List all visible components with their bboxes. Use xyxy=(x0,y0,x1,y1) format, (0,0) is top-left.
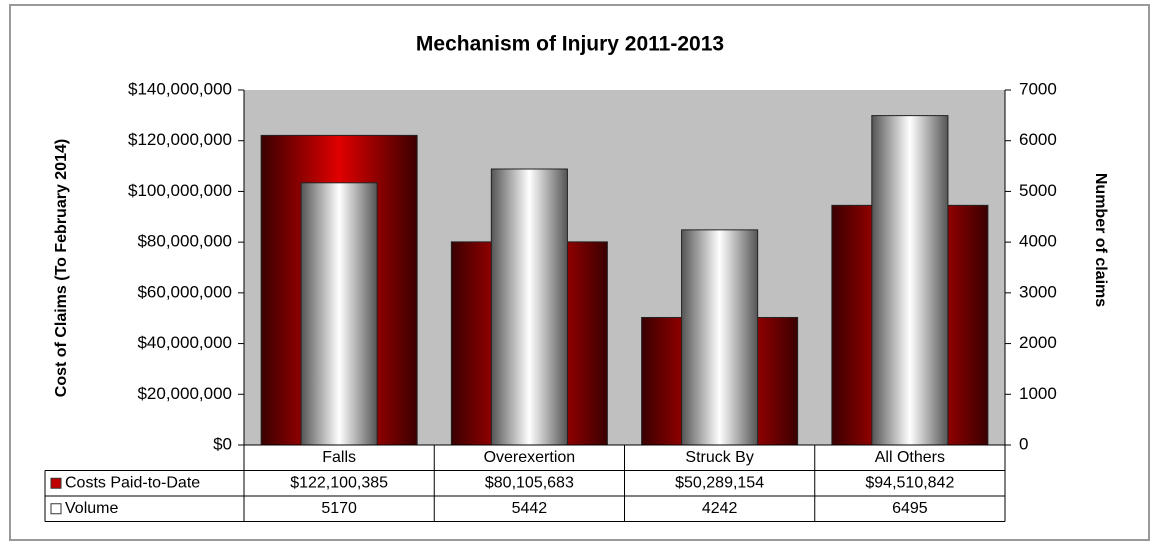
table-value: 5442 xyxy=(512,500,548,517)
y-axis-title: Cost of Claims (To February 2014) xyxy=(53,139,70,397)
y2-tick-label: 5000 xyxy=(1019,181,1057,200)
volume-bar xyxy=(681,229,759,446)
legend-label: Volume xyxy=(65,500,118,517)
y-tick-label: $120,000,000 xyxy=(128,130,232,149)
x-tick-label: All Others xyxy=(875,449,945,466)
y-tick-label: $20,000,000 xyxy=(137,384,232,403)
y-tick-label: $80,000,000 xyxy=(137,232,232,251)
y2-tick-label: 4000 xyxy=(1019,232,1057,251)
volume-bar xyxy=(871,115,949,446)
legend-key xyxy=(50,503,62,515)
table-value: 6495 xyxy=(892,500,928,517)
y-tick-label: $100,000,000 xyxy=(128,181,232,200)
y2-tick-label: 3000 xyxy=(1019,282,1057,301)
chart-title: Mechanism of Injury 2011-2013 xyxy=(416,33,724,56)
legend-label: Costs Paid-to-Date xyxy=(65,474,200,491)
table-value: $50,289,154 xyxy=(675,474,764,491)
table-value: 4242 xyxy=(702,500,738,517)
legend-key xyxy=(50,477,62,489)
table-value: $94,510,842 xyxy=(865,474,954,491)
y-tick-label: $40,000,000 xyxy=(137,333,232,352)
table-value: $122,100,385 xyxy=(290,474,388,491)
volume-bar xyxy=(300,182,378,446)
volume-bar xyxy=(490,168,568,446)
y2-axis-title: Number of claims xyxy=(1092,173,1109,307)
x-tick-label: Falls xyxy=(322,449,356,466)
x-tick-label: Struck By xyxy=(685,449,753,466)
y2-tick-label: 7000 xyxy=(1019,79,1057,98)
y-tick-label: $140,000,000 xyxy=(128,79,232,98)
x-tick-label: Overexertion xyxy=(484,449,576,466)
y-tick-label: $60,000,000 xyxy=(137,282,232,301)
y2-tick-label: 1000 xyxy=(1019,384,1057,403)
y2-tick-label: 6000 xyxy=(1019,130,1057,149)
y2-tick-label: 2000 xyxy=(1019,333,1057,352)
y-tick-label: $0 xyxy=(213,434,232,453)
table-value: 5170 xyxy=(321,500,357,517)
y2-tick-label: 0 xyxy=(1019,434,1028,453)
table-value: $80,105,683 xyxy=(485,474,574,491)
